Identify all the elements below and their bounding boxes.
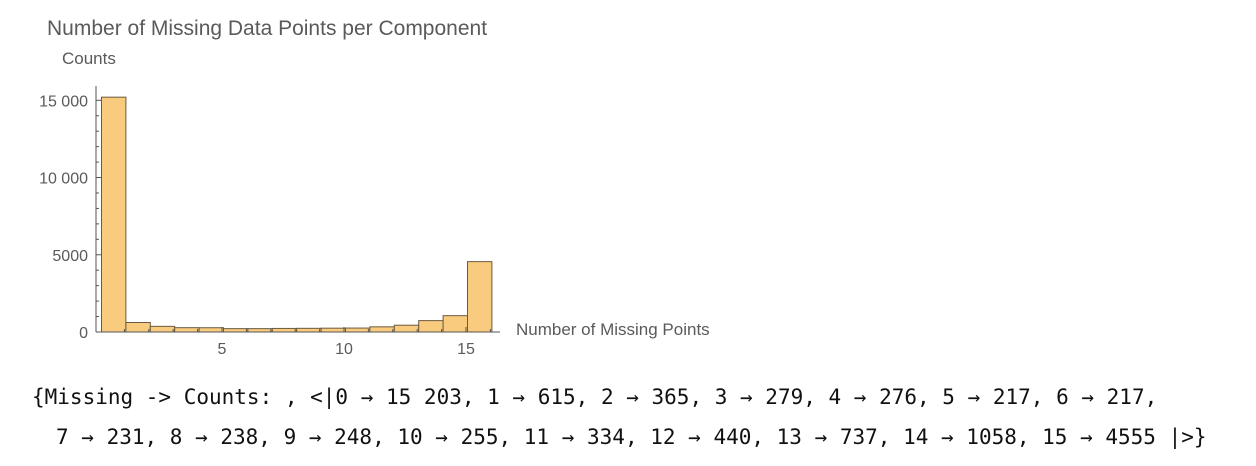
histogram-bar [467,261,493,333]
y-tick-label: 10 000 [39,171,88,188]
x-tick-label: 10 [335,341,353,358]
histogram-bar [125,322,151,333]
y-tick-label: 15 000 [39,93,88,110]
x-axis-label: Number of Missing Points [516,320,710,339]
x-tick-label: 15 [457,341,475,358]
histogram-bar [442,315,469,333]
histogram-bar [149,325,176,333]
histogram-bar [101,96,127,333]
x-tick-label: 5 [218,341,227,358]
y-tick-label: 5000 [52,248,88,265]
y-axis-label: Counts [62,49,116,68]
histogram-bar [247,328,273,333]
histogram-bar [271,327,298,333]
histogram-bar [369,326,395,333]
histogram-bar [174,327,200,333]
y-tick-label: 0 [79,325,88,342]
histogram-bar [345,327,371,333]
histogram-bar [393,324,420,333]
output-line-1: {Missing -> Counts: , <|0 → 15 203, 1 → … [32,385,1158,409]
histogram-bar [418,320,444,333]
output-line-2: 7 → 231, 8 → 238, 9 → 248, 10 → 255, 11 … [56,425,1207,449]
histogram-bar [223,328,249,333]
chart-title: Number of Missing Data Points per Compon… [47,17,488,40]
histogram-bar [320,327,347,333]
histogram-bar [296,327,322,333]
histogram-bar [198,327,225,333]
